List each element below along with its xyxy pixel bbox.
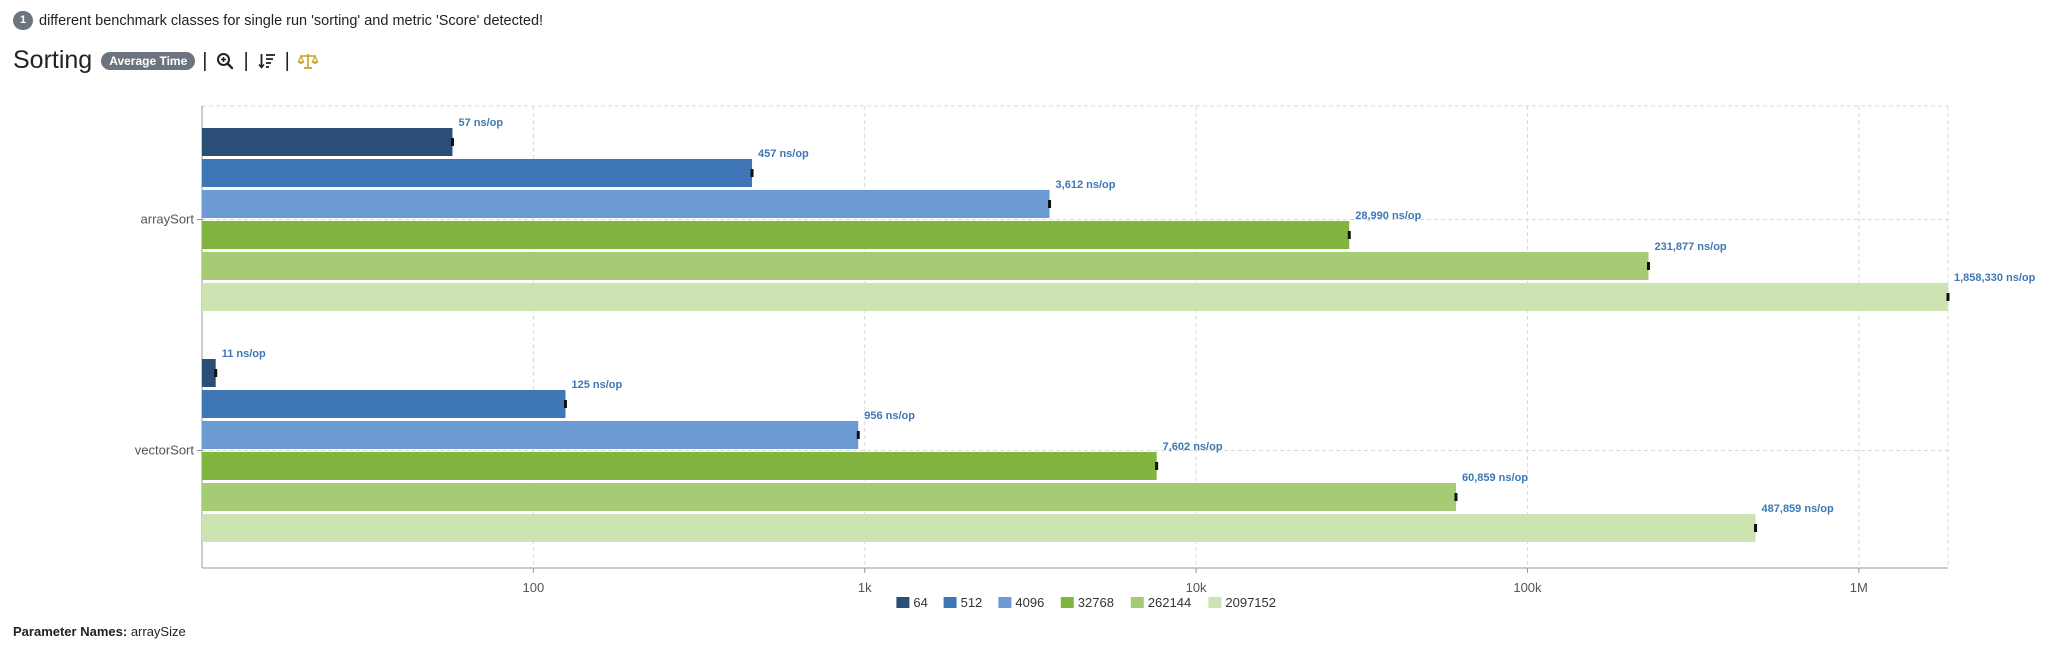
- bar: [202, 128, 453, 156]
- bar-value-label: 956 ns/op: [864, 410, 915, 422]
- error-bar: [1155, 462, 1159, 470]
- bar: [202, 283, 1948, 311]
- legend-label: 262144: [1148, 595, 1191, 610]
- bar: [202, 359, 216, 387]
- notice-text: different benchmark classes for single r…: [39, 12, 544, 29]
- bar-value-label: 487,859 ns/op: [1762, 503, 1834, 515]
- error-bar: [1946, 293, 1950, 301]
- sort-descending-icon[interactable]: [256, 50, 278, 72]
- error-bar: [450, 138, 454, 146]
- legend-swatch: [1060, 597, 1074, 608]
- error-bar: [563, 400, 567, 408]
- bar: [202, 252, 1649, 280]
- toolbar-separator: |: [202, 49, 208, 72]
- x-tick-label: 1k: [858, 580, 872, 595]
- error-bar: [750, 169, 754, 177]
- error-bar: [1454, 493, 1458, 501]
- x-tick-label: 100: [523, 580, 545, 595]
- bar: [202, 390, 566, 418]
- x-tick-label: 1M: [1850, 580, 1868, 595]
- x-tick-label: 100k: [1513, 580, 1542, 595]
- error-bar: [856, 431, 860, 439]
- error-bar: [1048, 200, 1052, 208]
- legend-swatch: [998, 597, 1012, 608]
- error-bar: [214, 369, 218, 377]
- bar-value-label: 11 ns/op: [222, 348, 266, 360]
- parameter-names-value: arraySize: [130, 624, 186, 639]
- category-label: arraySort: [141, 212, 195, 227]
- legend-label: 2097152: [1225, 595, 1276, 610]
- legend-label: 4096: [1015, 595, 1044, 610]
- bar: [202, 421, 859, 449]
- category-label: vectorSort: [135, 443, 195, 458]
- bar: [202, 159, 753, 187]
- bar: [202, 190, 1050, 218]
- notice-count-badge: 1: [13, 11, 33, 30]
- legend-label: 32768: [1078, 595, 1114, 610]
- bar-value-label: 7,602 ns/op: [1163, 441, 1223, 453]
- chart-title: Sorting: [13, 46, 93, 74]
- legend-label: 512: [961, 595, 983, 610]
- bar: [202, 483, 1456, 511]
- bar: [202, 452, 1157, 480]
- error-bar: [1347, 231, 1351, 239]
- bar: [202, 514, 1756, 542]
- bar: [202, 221, 1350, 249]
- chart-header: Sorting Average Time | | |: [13, 46, 319, 75]
- bar-value-label: 1,858,330 ns/op: [1954, 272, 2036, 284]
- legend-swatch: [896, 597, 910, 608]
- bar-value-label: 457 ns/op: [758, 148, 809, 160]
- legend-swatch: [1208, 597, 1222, 608]
- toolbar-separator: |: [243, 49, 249, 72]
- bar-value-label: 125 ns/op: [571, 379, 622, 391]
- notice: 1 different benchmark classes for single…: [13, 11, 543, 30]
- zoom-in-icon[interactable]: [214, 50, 236, 72]
- parameter-names: Parameter Names: arraySize: [13, 624, 186, 639]
- toolbar-separator: |: [284, 49, 290, 72]
- legend-swatch: [943, 597, 957, 608]
- x-tick-label: 10k: [1186, 580, 1207, 595]
- legend-label: 64: [913, 595, 927, 610]
- mode-badge: Average Time: [101, 51, 196, 70]
- bar-value-label: 3,612 ns/op: [1056, 179, 1116, 191]
- bar-value-label: 60,859 ns/op: [1462, 472, 1528, 484]
- bar-value-label: 28,990 ns/op: [1355, 210, 1421, 222]
- error-bar: [1754, 524, 1758, 532]
- balance-scale-icon[interactable]: [297, 50, 319, 72]
- error-bar: [1646, 262, 1650, 270]
- bar-value-label: 57 ns/op: [458, 117, 503, 129]
- parameter-names-label: Parameter Names:: [13, 624, 128, 639]
- legend-swatch: [1130, 597, 1144, 608]
- bar-value-label: 231,877 ns/op: [1654, 241, 1726, 253]
